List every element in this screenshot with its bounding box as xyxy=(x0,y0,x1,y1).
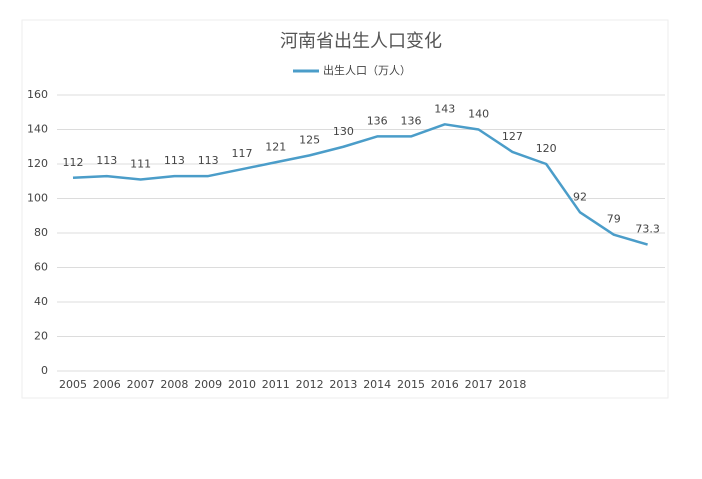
y-tick-label: 20 xyxy=(34,330,48,343)
x-tick-label: 2014 xyxy=(363,378,391,391)
x-tick-label: 2017 xyxy=(465,378,493,391)
y-tick-label: 140 xyxy=(27,123,48,136)
y-tick-label: 100 xyxy=(27,192,48,205)
x-tick-label: 2010 xyxy=(228,378,256,391)
data-label: 120 xyxy=(536,142,557,155)
data-label: 140 xyxy=(468,108,489,121)
y-tick-label: 120 xyxy=(27,157,48,170)
x-tick-label: 2015 xyxy=(397,378,425,391)
y-tick-label: 160 xyxy=(27,88,48,101)
x-tick-label: 2018 xyxy=(498,378,526,391)
data-line xyxy=(72,123,648,246)
x-tick-label: 2013 xyxy=(329,378,357,391)
x-tick-label: 2005 xyxy=(59,378,87,391)
data-label: 125 xyxy=(299,133,320,146)
data-label: 130 xyxy=(333,125,354,138)
data-label: 143 xyxy=(434,102,455,115)
data-label: 113 xyxy=(198,154,219,167)
x-tick-label: 2016 xyxy=(431,378,459,391)
y-tick-label: 60 xyxy=(34,261,48,274)
data-label: 92 xyxy=(573,190,587,203)
chart-title: 河南省出生人口变化 xyxy=(280,31,442,52)
y-tick-label: 0 xyxy=(41,364,48,377)
y-tick-label: 80 xyxy=(34,226,48,239)
data-label: 117 xyxy=(232,147,253,160)
data-label: 113 xyxy=(164,154,185,167)
data-label: 79 xyxy=(607,213,621,226)
x-tick-label: 2007 xyxy=(127,378,155,391)
data-label: 73.3 xyxy=(635,223,660,236)
data-label: 111 xyxy=(130,158,151,171)
data-label: 113 xyxy=(96,154,117,167)
x-tick-label: 2012 xyxy=(296,378,324,391)
chart-card xyxy=(21,19,669,399)
data-label: 121 xyxy=(265,140,286,153)
y-tick-label: 40 xyxy=(34,295,48,308)
x-tick-label: 2009 xyxy=(194,378,222,391)
legend-label: 出生人口（万人） xyxy=(323,63,411,77)
x-tick-label: 2006 xyxy=(93,378,121,391)
data-label: 136 xyxy=(401,114,422,127)
data-label: 136 xyxy=(367,114,388,127)
x-tick-label: 2008 xyxy=(160,378,188,391)
x-tick-label: 2011 xyxy=(262,378,290,391)
data-label: 127 xyxy=(502,130,523,143)
data-label: 112 xyxy=(63,156,84,169)
